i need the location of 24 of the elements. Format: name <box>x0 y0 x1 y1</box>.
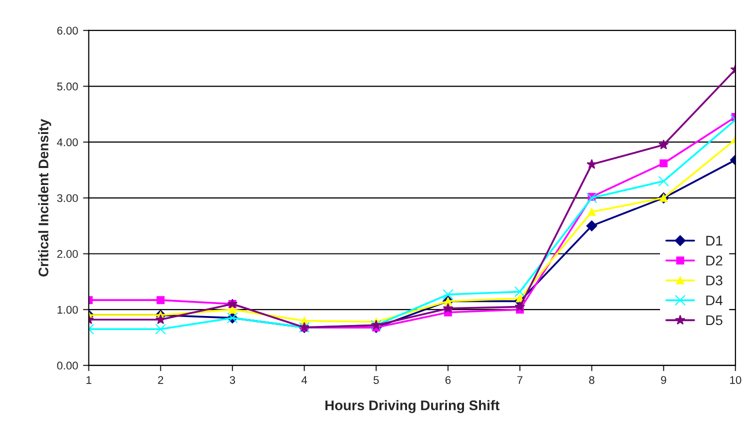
legend-label: D1 <box>706 236 722 246</box>
legend-label: D5 <box>706 315 722 326</box>
x-tick-label: 10 <box>730 376 742 384</box>
y-tick-label: 4.00 <box>56 138 78 146</box>
x-tick-label: 8 <box>589 376 594 384</box>
x-tick-label: 3 <box>230 376 236 384</box>
y-tick-label: 1.00 <box>58 306 78 314</box>
y-axis-title: Critical Incident Density <box>38 118 52 276</box>
legend-label: D4 <box>706 296 723 306</box>
legend-label: D3 <box>706 276 722 286</box>
x-tick-label: 5 <box>374 376 379 384</box>
x-tick-label: 7 <box>517 376 522 384</box>
x-tick-label: 9 <box>661 376 666 384</box>
x-tick-label: 4 <box>301 376 308 384</box>
x-tick-label: 2 <box>158 376 164 384</box>
y-tick-label: 5.00 <box>57 82 78 90</box>
y-tick-label: 2.00 <box>57 250 78 258</box>
y-tick-label: 3.00 <box>57 194 78 202</box>
y-tick-label: 6.00 <box>57 26 78 35</box>
x-axis-title: Hours Driving During Shift <box>325 400 500 414</box>
legend-label: D2 <box>706 256 722 266</box>
x-tick-label: 1 <box>86 376 92 384</box>
y-tick-label: 0.00 <box>57 362 78 370</box>
x-tick-label: 6 <box>446 376 451 384</box>
